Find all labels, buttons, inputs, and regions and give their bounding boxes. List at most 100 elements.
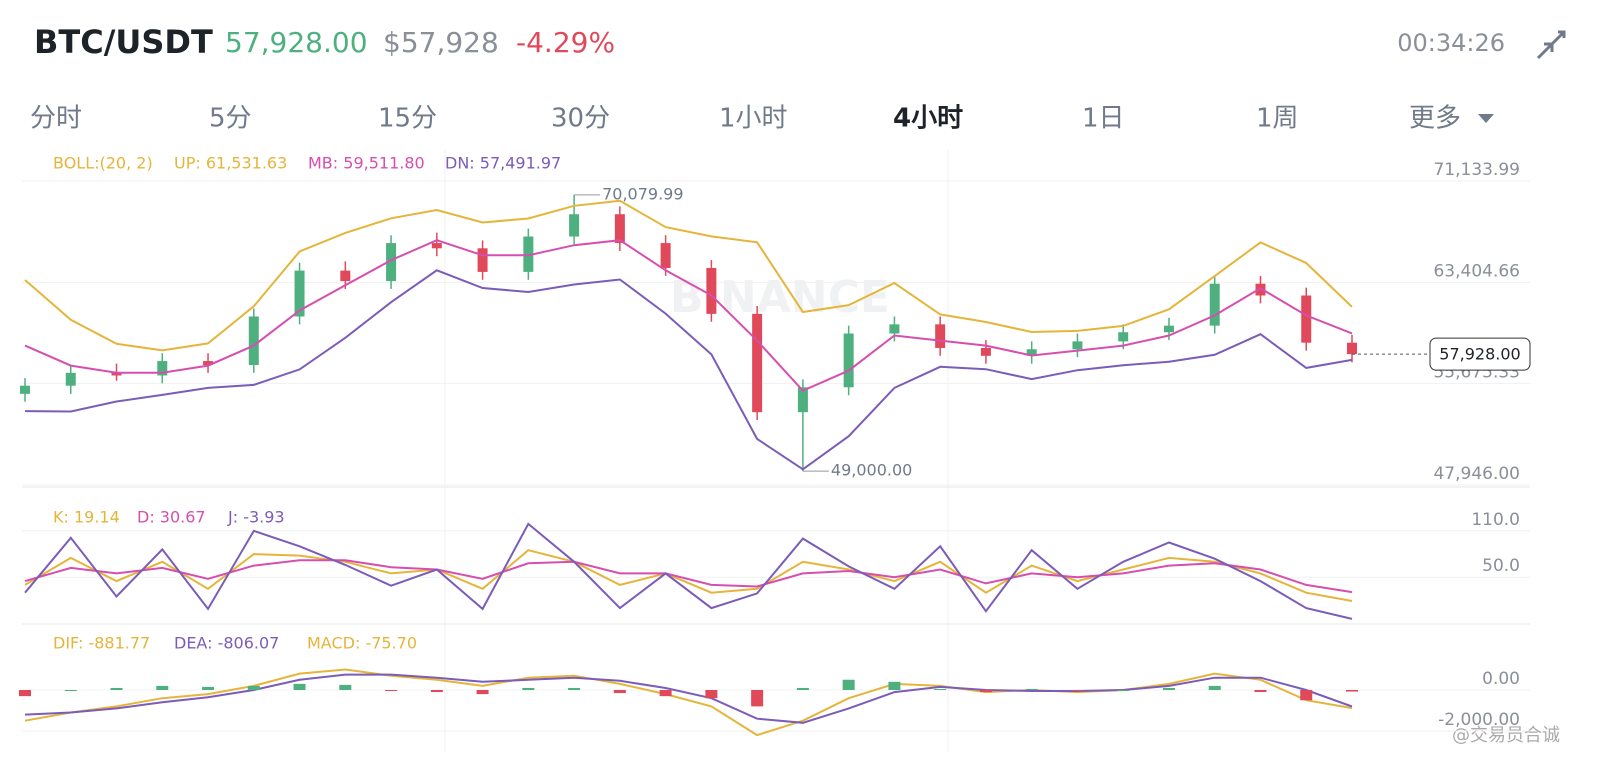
legend-entry: DIF: -881.77 bbox=[53, 634, 150, 653]
legend-entry: UP: 61,531.63 bbox=[174, 154, 287, 173]
legend-entry: MACD: -75.70 bbox=[307, 634, 417, 653]
candle-body bbox=[797, 387, 808, 413]
indicator-line bbox=[24, 668, 1353, 737]
histogram-bar bbox=[1254, 690, 1267, 693]
legend-entry: D: 30.67 bbox=[137, 508, 206, 527]
histogram-bar bbox=[705, 690, 718, 699]
candle-body bbox=[935, 324, 946, 348]
legend-entry: MB: 59,511.80 bbox=[308, 154, 425, 173]
indicator-line bbox=[24, 269, 1353, 471]
histogram-bar bbox=[339, 684, 352, 691]
indicator-line bbox=[24, 549, 1353, 602]
histogram-bar bbox=[613, 690, 626, 694]
candle-body bbox=[1026, 349, 1037, 356]
last-price-label: 57,928.00 bbox=[1439, 345, 1520, 364]
histogram-bar bbox=[796, 687, 809, 691]
y-tick-label: 0.00 bbox=[1482, 669, 1520, 689]
candle-body bbox=[660, 243, 671, 268]
legend-entry: K: 19.14 bbox=[53, 508, 120, 527]
candle-body bbox=[1209, 283, 1220, 326]
y-tick-label: 71,133.99 bbox=[1433, 160, 1520, 180]
tab[interactable]: 更多 bbox=[1409, 104, 1461, 134]
y-tick-label: -2,000.00 bbox=[1438, 710, 1520, 730]
histogram-bar bbox=[202, 686, 215, 691]
candle-body bbox=[569, 214, 580, 237]
histogram-bar bbox=[522, 687, 535, 691]
legend-entry: DEA: -806.07 bbox=[174, 634, 279, 653]
y-tick-label: 47,946.00 bbox=[1433, 464, 1520, 484]
candle-body bbox=[1301, 295, 1312, 343]
tab[interactable]: 4小时 bbox=[893, 104, 963, 134]
candle-body bbox=[1163, 325, 1174, 333]
indicator-line bbox=[24, 199, 1353, 352]
y-tick-label: 110.0 bbox=[1471, 510, 1520, 530]
candle-body bbox=[1255, 283, 1266, 296]
candle-body bbox=[1347, 342, 1357, 355]
candle-body bbox=[1072, 341, 1083, 350]
y-tick-label: 50.0 bbox=[1482, 556, 1520, 576]
legend-entry: DN: 57,491.97 bbox=[445, 154, 561, 173]
candle-body bbox=[65, 372, 76, 386]
candle-body bbox=[386, 243, 397, 282]
extreme-label: 49,000.00 bbox=[831, 461, 912, 480]
tab[interactable]: 15分 bbox=[378, 104, 437, 134]
histogram-bar bbox=[979, 690, 992, 693]
change: -4.29% bbox=[516, 26, 615, 59]
candle-body bbox=[1118, 332, 1129, 342]
histogram-bar bbox=[934, 688, 947, 691]
histogram-bar bbox=[247, 685, 260, 691]
histogram-bar bbox=[1346, 690, 1358, 692]
symbol: BTC/USDT bbox=[34, 23, 213, 61]
countdown: 00:34:26 bbox=[1397, 29, 1505, 57]
tab[interactable]: 1日 bbox=[1082, 104, 1125, 134]
price-usd: $57,928 bbox=[383, 26, 499, 59]
candle-body bbox=[111, 372, 122, 376]
y-tick-label: 63,404.66 bbox=[1433, 261, 1520, 281]
last-price-box bbox=[1429, 337, 1531, 371]
plots: 71,133.9963,404.6655,675.3347,946.00BOLL… bbox=[19, 154, 1531, 737]
histogram-bar bbox=[293, 683, 306, 691]
candle-body bbox=[294, 270, 305, 317]
candle-body bbox=[889, 324, 900, 334]
histogram-bar bbox=[1071, 690, 1084, 692]
candle-body bbox=[706, 267, 717, 314]
price: 57,928.00 bbox=[225, 26, 368, 59]
indicator-line bbox=[24, 559, 1353, 594]
candle-body bbox=[340, 270, 351, 282]
indicator-line bbox=[24, 239, 1353, 392]
histogram-bar bbox=[1117, 690, 1130, 692]
watermark: BINANCE bbox=[670, 272, 890, 323]
collapse-icon[interactable] bbox=[1536, 30, 1566, 60]
histogram-bar bbox=[1025, 688, 1038, 691]
candle-body bbox=[614, 214, 625, 244]
credit: @交易员合诚 bbox=[1452, 725, 1560, 746]
tab[interactable]: 1小时 bbox=[719, 104, 788, 134]
histogram-bar bbox=[1300, 690, 1313, 701]
candle-body bbox=[523, 236, 534, 272]
histogram-bar bbox=[888, 681, 901, 691]
histogram-bar bbox=[659, 690, 672, 697]
histogram-bar bbox=[430, 690, 443, 693]
legend-entry: J: -3.93 bbox=[227, 508, 285, 527]
candle-body bbox=[843, 333, 854, 388]
extreme-label: 70,079.99 bbox=[602, 184, 683, 203]
histogram-bar bbox=[385, 690, 398, 692]
histogram-bar bbox=[568, 687, 581, 691]
indicator-line bbox=[24, 522, 1353, 620]
tab[interactable]: 分时 bbox=[30, 104, 82, 134]
histogram-bar bbox=[476, 690, 489, 695]
tab[interactable]: 30分 bbox=[551, 104, 610, 134]
indicator-line bbox=[24, 673, 1353, 724]
candle-body bbox=[431, 243, 442, 249]
histogram-bar bbox=[156, 685, 169, 691]
candle-body bbox=[980, 347, 991, 356]
tab[interactable]: 1周 bbox=[1256, 104, 1299, 134]
candle-body bbox=[752, 313, 763, 413]
candle-body bbox=[477, 248, 488, 272]
candle-body bbox=[20, 385, 30, 394]
tab[interactable]: 5分 bbox=[209, 104, 252, 134]
candle-body bbox=[248, 316, 259, 365]
tabs: 分时 5分 15分 30分 1小时 4小时 1日 1周 更多 bbox=[30, 104, 1494, 134]
histogram-bar bbox=[1162, 687, 1175, 691]
